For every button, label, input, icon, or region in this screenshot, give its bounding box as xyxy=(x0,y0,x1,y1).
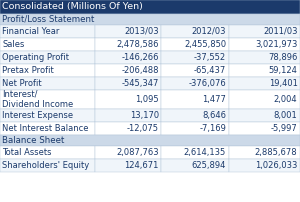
Text: 2011/03: 2011/03 xyxy=(263,27,298,36)
Bar xyxy=(229,146,300,159)
Text: Sales: Sales xyxy=(2,40,25,49)
Text: 1,095: 1,095 xyxy=(135,95,159,104)
Text: 1,026,033: 1,026,033 xyxy=(255,161,298,170)
Text: Shareholders' Equity: Shareholders' Equity xyxy=(2,161,90,170)
Text: Interest/
Dividend Income: Interest/ Dividend Income xyxy=(2,90,74,109)
Text: Net Profit: Net Profit xyxy=(2,79,42,88)
Bar xyxy=(94,159,161,172)
Text: -65,437: -65,437 xyxy=(194,66,226,75)
Text: Balance Sheet: Balance Sheet xyxy=(2,136,65,145)
Text: 2,004: 2,004 xyxy=(274,95,298,104)
Bar xyxy=(229,64,300,77)
Text: 8,646: 8,646 xyxy=(202,111,226,120)
Text: 8,001: 8,001 xyxy=(274,111,298,120)
Text: 2,885,678: 2,885,678 xyxy=(255,148,298,157)
Bar xyxy=(0,0,300,14)
Bar xyxy=(161,38,229,51)
Text: Consolidated (Millions Of Yen): Consolidated (Millions Of Yen) xyxy=(2,2,143,12)
Bar xyxy=(94,64,161,77)
Text: Net Interest Balance: Net Interest Balance xyxy=(2,124,89,133)
Text: 2012/03: 2012/03 xyxy=(192,27,226,36)
Bar xyxy=(0,90,94,109)
Text: 2,087,763: 2,087,763 xyxy=(116,148,159,157)
Bar xyxy=(161,64,229,77)
Bar xyxy=(161,159,229,172)
Bar xyxy=(94,51,161,64)
Text: 2,614,135: 2,614,135 xyxy=(184,148,226,157)
Bar xyxy=(94,109,161,122)
Bar xyxy=(0,38,94,51)
Bar xyxy=(161,146,229,159)
Bar xyxy=(161,77,229,90)
Bar xyxy=(0,122,94,135)
Text: Total Assets: Total Assets xyxy=(2,148,52,157)
Bar xyxy=(94,90,161,109)
Bar xyxy=(229,109,300,122)
Bar xyxy=(161,90,229,109)
Text: 2013/03: 2013/03 xyxy=(124,27,159,36)
Text: -545,347: -545,347 xyxy=(122,79,159,88)
Bar xyxy=(229,51,300,64)
Bar xyxy=(0,14,300,25)
Text: -12,075: -12,075 xyxy=(127,124,159,133)
Text: 625,894: 625,894 xyxy=(192,161,226,170)
Bar xyxy=(0,25,94,38)
Bar xyxy=(0,64,94,77)
Bar xyxy=(229,159,300,172)
Bar xyxy=(94,38,161,51)
Text: -146,266: -146,266 xyxy=(122,53,159,62)
Bar xyxy=(94,122,161,135)
Text: Operating Profit: Operating Profit xyxy=(2,53,70,62)
Text: 13,170: 13,170 xyxy=(130,111,159,120)
Bar xyxy=(161,51,229,64)
Text: -376,076: -376,076 xyxy=(188,79,226,88)
Text: Financial Year: Financial Year xyxy=(2,27,60,36)
Bar xyxy=(94,25,161,38)
Bar xyxy=(229,122,300,135)
Text: 2,478,586: 2,478,586 xyxy=(116,40,159,49)
Text: 3,021,973: 3,021,973 xyxy=(255,40,298,49)
Bar xyxy=(94,146,161,159)
Bar xyxy=(0,159,94,172)
Text: Pretax Profit: Pretax Profit xyxy=(2,66,54,75)
Bar xyxy=(229,77,300,90)
Bar xyxy=(0,51,94,64)
Text: 19,401: 19,401 xyxy=(268,79,298,88)
Text: 59,124: 59,124 xyxy=(268,66,298,75)
Text: Interest Expense: Interest Expense xyxy=(2,111,74,120)
Bar xyxy=(161,122,229,135)
Text: -7,169: -7,169 xyxy=(199,124,226,133)
Text: 2,455,850: 2,455,850 xyxy=(184,40,226,49)
Text: -37,552: -37,552 xyxy=(194,53,226,62)
Text: 78,896: 78,896 xyxy=(268,53,298,62)
Bar xyxy=(0,135,300,146)
Bar xyxy=(0,146,94,159)
Text: 1,477: 1,477 xyxy=(202,95,226,104)
Bar xyxy=(0,77,94,90)
Bar xyxy=(229,38,300,51)
Bar xyxy=(229,90,300,109)
Bar xyxy=(94,77,161,90)
Text: 124,671: 124,671 xyxy=(124,161,159,170)
Text: -5,997: -5,997 xyxy=(271,124,298,133)
Bar xyxy=(229,25,300,38)
Text: Profit/Loss Statement: Profit/Loss Statement xyxy=(2,15,95,24)
Bar xyxy=(161,25,229,38)
Text: -206,488: -206,488 xyxy=(122,66,159,75)
Bar xyxy=(161,109,229,122)
Bar xyxy=(0,109,94,122)
